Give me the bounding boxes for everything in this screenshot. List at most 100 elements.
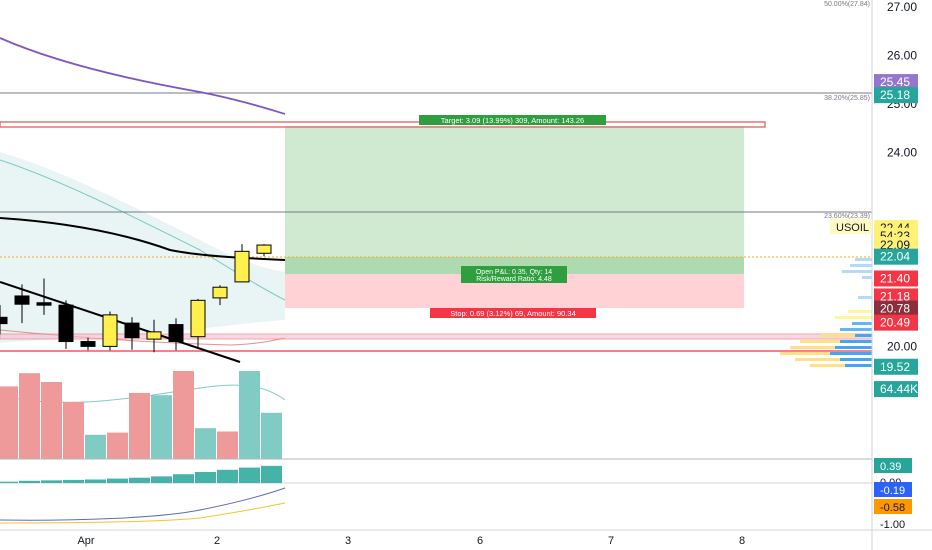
volume-bar bbox=[129, 393, 150, 459]
candle bbox=[212, 285, 228, 306]
volume-bars bbox=[0, 371, 282, 459]
svg-text:Risk/Reward Ratio: 4.48: Risk/Reward Ratio: 4.48 bbox=[476, 276, 552, 283]
svg-text:Open P&L: 0.35, Qty: 14: Open P&L: 0.35, Qty: 14 bbox=[476, 269, 552, 276]
histogram-bar bbox=[85, 479, 106, 483]
histogram-bar bbox=[261, 465, 282, 483]
price-tick: 24.00 bbox=[887, 145, 917, 159]
fib-lines bbox=[0, 92, 872, 213]
fib-label-50: 50.00%(27.84) bbox=[824, 1, 870, 8]
target-label: Target: 3.09 (13.99%) 309, Amount: 143.2… bbox=[419, 115, 606, 125]
svg-text:0.39: 0.39 bbox=[880, 461, 901, 473]
lower-axis-badge: -1.00 bbox=[874, 516, 912, 531]
volume-bar bbox=[41, 382, 62, 459]
histogram-bar bbox=[195, 472, 216, 483]
time-axis[interactable]: Apr 2 3 6 7 8 bbox=[77, 535, 745, 547]
lower-axis-badge: -0.58 bbox=[874, 499, 912, 514]
lower-axis-badge: 0.39 bbox=[874, 458, 912, 473]
lower-axis-badges: 0.390.00-0.19-0.58-1.00 bbox=[874, 458, 912, 531]
lower-indicator-lines bbox=[0, 487, 286, 524]
candle bbox=[146, 319, 162, 353]
svg-text:-0.19: -0.19 bbox=[880, 485, 905, 497]
histogram-bar bbox=[19, 480, 40, 483]
price-badge: 21.40 bbox=[874, 270, 918, 287]
histogram-bar bbox=[151, 476, 172, 483]
svg-text:22.09: 22.09 bbox=[880, 238, 910, 252]
histogram-bar bbox=[129, 477, 150, 483]
volume-bar bbox=[107, 432, 128, 459]
price-badge: 20.49 bbox=[874, 314, 918, 331]
price-badge: 25.45 bbox=[874, 74, 918, 91]
volume-profile bbox=[780, 258, 872, 367]
candle bbox=[0, 305, 8, 335]
candle bbox=[102, 311, 118, 351]
time-tick-apr: Apr bbox=[77, 535, 94, 547]
histogram-bar bbox=[0, 481, 18, 483]
profit-zone bbox=[285, 126, 744, 257]
candle bbox=[14, 284, 30, 324]
time-tick-8: 8 bbox=[739, 535, 745, 547]
svg-text:-1.00: -1.00 bbox=[880, 519, 905, 531]
volume-bar bbox=[261, 412, 282, 459]
histogram-bars bbox=[0, 465, 282, 483]
volume-bar bbox=[239, 371, 260, 459]
time-tick-3: 3 bbox=[345, 535, 351, 547]
svg-text:22.04: 22.04 bbox=[880, 250, 910, 264]
candle bbox=[124, 317, 140, 350]
volume-bar bbox=[19, 373, 40, 459]
candle bbox=[80, 337, 96, 351]
price-badge: 64.44K bbox=[874, 381, 918, 398]
candle bbox=[234, 244, 250, 283]
svg-text:21.40: 21.40 bbox=[880, 272, 910, 286]
candle bbox=[58, 300, 74, 349]
svg-text:USOIL: USOIL bbox=[836, 222, 869, 234]
volume-bar bbox=[85, 434, 106, 459]
histogram-bar bbox=[107, 478, 128, 483]
candle bbox=[190, 298, 206, 349]
histogram-bar bbox=[41, 480, 62, 483]
time-tick-7: 7 bbox=[608, 535, 614, 547]
pnl-label: Open P&L: 0.35, Qty: 14 Risk/Reward Rati… bbox=[461, 266, 567, 283]
price-badges: 25.4525.1822.4454:2322.0922.0421.4021.18… bbox=[874, 74, 918, 398]
price-badge: 22.04 bbox=[874, 248, 918, 265]
volume-bar bbox=[151, 395, 172, 459]
volume-bar bbox=[173, 371, 194, 459]
price-badge: 21.18 bbox=[874, 288, 918, 305]
svg-text:20.78: 20.78 bbox=[880, 302, 910, 316]
volume-bar bbox=[63, 401, 84, 459]
candle bbox=[256, 244, 272, 257]
price-badge: 25.18 bbox=[874, 87, 918, 104]
histogram-bar bbox=[217, 469, 238, 483]
svg-text:Stop: 0.69 (3.12%) 69, Amount:: Stop: 0.69 (3.12%) 69, Amount: 90.34 bbox=[450, 309, 576, 318]
svg-text:19.52: 19.52 bbox=[880, 360, 910, 374]
fib-label-38: 38.20%(25.85) bbox=[824, 95, 870, 102]
histogram-bar bbox=[239, 467, 260, 483]
fib-label-23: 23.60%(23.39) bbox=[824, 213, 870, 220]
time-tick-6: 6 bbox=[477, 535, 483, 547]
histogram-bar bbox=[63, 479, 84, 483]
price-tick: 26.00 bbox=[887, 48, 917, 62]
svg-text:20.49: 20.49 bbox=[880, 316, 910, 330]
symbol-label: USOIL bbox=[830, 219, 872, 234]
stop-label: Stop: 0.69 (3.12%) 69, Amount: 90.34 bbox=[430, 308, 596, 318]
price-tick: 20.00 bbox=[887, 339, 917, 353]
time-tick-2: 2 bbox=[214, 535, 220, 547]
svg-text:25.18: 25.18 bbox=[880, 88, 910, 102]
volume-bar bbox=[195, 428, 216, 459]
candle bbox=[168, 318, 184, 351]
svg-text:Target: 3.09 (13.99%) 309, Amo: Target: 3.09 (13.99%) 309, Amount: 143.2… bbox=[441, 116, 584, 125]
price-badge: 19.52 bbox=[874, 358, 918, 375]
candles bbox=[0, 244, 272, 353]
svg-text:-0.58: -0.58 bbox=[880, 502, 905, 514]
volume-bar bbox=[0, 386, 18, 459]
histogram-bar bbox=[173, 474, 194, 483]
lower-axis-badge: -0.19 bbox=[874, 482, 912, 497]
price-badge: 20.78 bbox=[874, 300, 918, 317]
svg-text:21.18: 21.18 bbox=[880, 289, 910, 303]
profit-zone-entry bbox=[285, 257, 744, 274]
price-tick: 27.00 bbox=[887, 0, 917, 14]
volume-bar bbox=[217, 431, 238, 459]
svg-text:64.44K: 64.44K bbox=[880, 382, 918, 396]
candle bbox=[36, 278, 52, 315]
svg-text:25.45: 25.45 bbox=[880, 75, 910, 89]
